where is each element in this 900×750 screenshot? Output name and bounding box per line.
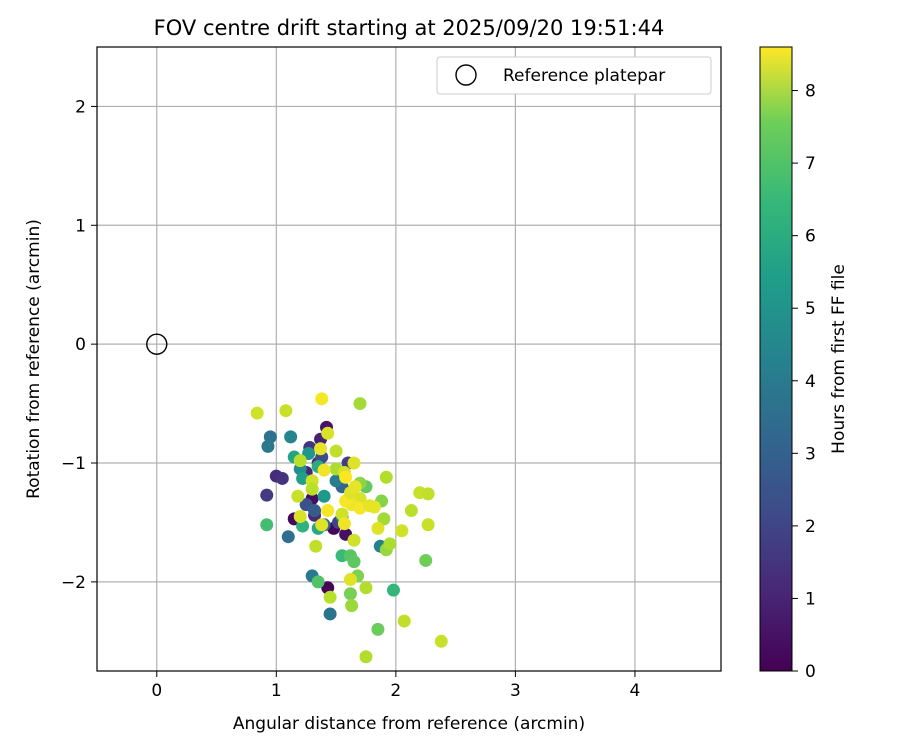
data-point [281, 530, 295, 544]
data-point [309, 539, 323, 553]
data-point [371, 622, 385, 636]
colorbar-tick-label: 1 [805, 589, 816, 609]
data-point [434, 634, 448, 648]
data-points [250, 392, 448, 664]
data-point [347, 533, 361, 547]
data-point [379, 470, 393, 484]
colorbar-tick-label: 2 [805, 517, 816, 537]
data-point [353, 397, 367, 411]
data-point [284, 430, 298, 444]
colorbar-tick-label: 4 [805, 372, 816, 392]
colorbar-tick-label: 8 [805, 82, 816, 102]
data-point [260, 518, 274, 532]
data-point [329, 444, 343, 458]
y-tick-label: 2 [75, 97, 86, 117]
grid [97, 47, 721, 671]
data-point [371, 521, 385, 535]
data-point [311, 575, 325, 589]
data-point [321, 426, 335, 440]
data-point [377, 512, 391, 526]
data-point [317, 489, 331, 503]
x-tick-label: 0 [151, 681, 162, 701]
reference-marker-group [146, 333, 168, 355]
colorbar-gradient [759, 46, 793, 672]
legend: Reference platepar [436, 56, 712, 95]
y-tick-label: −1 [61, 454, 86, 474]
data-point [314, 442, 328, 456]
colorbar-tick-label: 7 [805, 154, 816, 174]
data-point [347, 456, 361, 470]
colorbar-ticks: 0 1 2 3 4 5 6 7 8 [792, 82, 816, 682]
data-point [383, 537, 397, 551]
data-point [347, 555, 361, 569]
data-point [359, 650, 373, 664]
data-point [315, 518, 329, 532]
data-point [359, 581, 373, 595]
data-point [421, 487, 435, 501]
x-tick-label: 3 [510, 681, 521, 701]
data-point [250, 406, 264, 420]
legend-reference-marker [455, 64, 477, 86]
legend-label: Reference platepar [503, 66, 665, 86]
data-point [279, 404, 293, 418]
data-point [419, 553, 433, 567]
colorbar-label: Hours from first FF file [829, 264, 849, 454]
data-point [386, 583, 400, 597]
y-tick-label: 1 [75, 216, 86, 236]
colorbar-tick-label: 3 [805, 444, 816, 464]
data-point [275, 471, 289, 485]
plot-frame [96, 46, 722, 672]
data-point [321, 504, 335, 518]
data-point [397, 614, 411, 628]
data-point [323, 590, 337, 604]
data-point [339, 470, 353, 484]
y-axis-label: Rotation from reference (arcmin) [24, 219, 44, 499]
data-point [348, 480, 362, 494]
colorbar: 0 1 2 3 4 5 6 7 8 Hours from first FF file [759, 46, 849, 682]
data-point [343, 587, 357, 601]
legend-box [436, 56, 712, 95]
x-axis-label: Angular distance from reference (arcmin) [233, 714, 585, 734]
y-tick-label: 0 [75, 335, 86, 355]
data-point [317, 463, 331, 477]
data-point [315, 392, 329, 406]
data-point [343, 572, 357, 586]
data-point [261, 439, 275, 453]
data-point [363, 499, 377, 513]
x-tick-label: 1 [271, 681, 282, 701]
data-point [293, 454, 307, 468]
data-point [308, 504, 322, 518]
y-tick-label: −2 [61, 573, 86, 593]
data-point [395, 524, 409, 538]
data-point [293, 509, 307, 523]
data-point [404, 504, 418, 518]
data-point [260, 488, 274, 502]
colorbar-tick-label: 0 [805, 662, 816, 682]
x-axis-ticks: 0 1 2 3 4 [151, 671, 640, 701]
y-axis-ticks: −2 −1 0 1 2 [61, 97, 97, 593]
data-point [305, 482, 319, 496]
data-point [323, 607, 337, 621]
chart-title: FOV centre drift starting at 2025/09/20 … [154, 16, 665, 40]
data-point [291, 489, 305, 503]
data-point [421, 518, 435, 532]
data-point [345, 599, 359, 613]
x-tick-label: 4 [630, 681, 641, 701]
colorbar-tick-label: 5 [805, 299, 816, 319]
colorbar-tick-label: 6 [805, 227, 816, 247]
x-tick-label: 2 [390, 681, 401, 701]
data-point [337, 517, 351, 531]
reference-marker [146, 333, 168, 355]
